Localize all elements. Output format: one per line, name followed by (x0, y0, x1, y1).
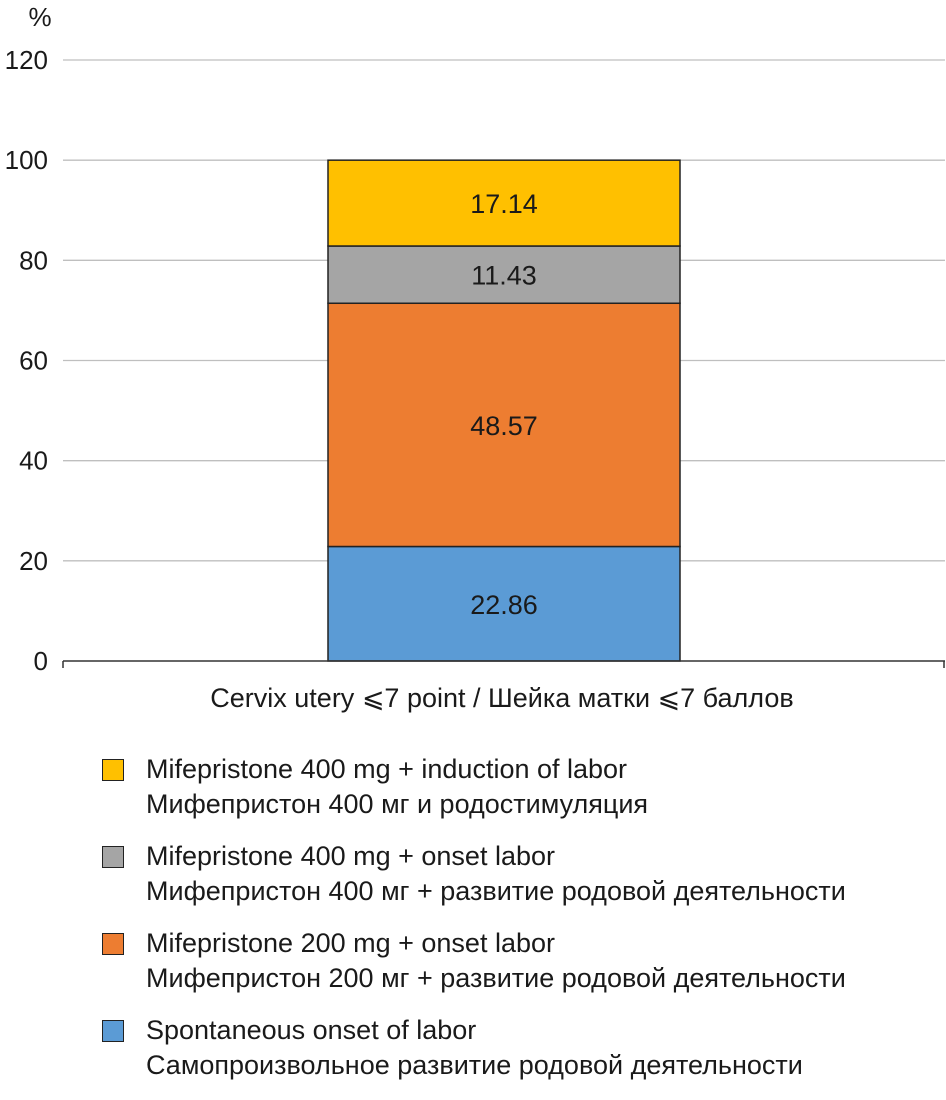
data-label: 11.43 (471, 261, 537, 291)
bar-segment (327, 245, 681, 305)
legend-item: Mifepristone 400 mg + induction of labor… (102, 752, 942, 822)
legend-text: Spontaneous onset of labor Самопроизвольн… (146, 1013, 803, 1083)
legend-item: Spontaneous onset of labor Самопроизвольн… (102, 1013, 942, 1083)
legend-text: Mifepristone 200 mg + onset labor Мифепри… (146, 926, 846, 996)
y-tick-label: 100 (5, 145, 48, 175)
legend-label-en: Mifepristone 200 mg + onset labor (146, 928, 555, 958)
data-label: 22.86 (470, 590, 538, 620)
legend-swatch (102, 933, 124, 955)
bar-segment (327, 159, 681, 247)
y-tick-label: 20 (19, 546, 48, 576)
y-tick-label: 80 (19, 245, 48, 275)
y-tick-label: 60 (19, 346, 48, 376)
legend-swatch (102, 759, 124, 781)
bar-segment (327, 302, 681, 548)
legend-label-ru: Самопроизвольное развитие родовой деятел… (146, 1050, 803, 1080)
legend: Mifepristone 400 mg + induction of labor… (102, 752, 942, 1100)
legend-swatch (102, 1020, 124, 1042)
legend-label-ru: Мифепристон 400 мг и родостимуляция (146, 789, 649, 819)
legend-text: Mifepristone 400 mg + onset labor Мифепри… (146, 839, 846, 909)
labels: 0 20 40 60 80 100 120% 22.86 48.57 11.43 17.14 Cerv… (5, 2, 794, 713)
legend-label-ru: Мифепристон 200 мг + развитие родовой де… (146, 963, 846, 993)
y-tick-label: 120 (5, 45, 48, 75)
y-tick-label: 40 (19, 446, 48, 476)
bar-segments (327, 159, 681, 662)
legend-label-en: Mifepristone 400 mg + onset labor (146, 841, 555, 871)
y-axis-unit-label: % (28, 2, 51, 32)
y-tick-label: 0 (34, 646, 48, 676)
axes (62, 660, 945, 668)
legend-label-ru: Мифепристон 400 мг + развитие родовой де… (146, 876, 846, 906)
x-category-label: Cervix utery ⩽7 point / Шейка матки ⩽7 б… (210, 683, 793, 713)
legend-item: Mifepristone 200 mg + onset labor Мифепри… (102, 926, 942, 996)
legend-item: Mifepristone 400 mg + onset labor Мифепри… (102, 839, 942, 909)
legend-label-en: Spontaneous onset of labor (146, 1015, 477, 1045)
data-label: 17.14 (470, 189, 538, 219)
legend-text: Mifepristone 400 mg + induction of labor… (146, 752, 648, 822)
stacked-bar-chart: 0 20 40 60 80 100 120% 22.86 48.57 11.43 17.14 Cerv… (5, 2, 945, 713)
data-label: 48.57 (470, 411, 538, 441)
legend-label-en: Mifepristone 400 mg + induction of labor (146, 754, 628, 784)
legend-swatch (102, 846, 124, 868)
